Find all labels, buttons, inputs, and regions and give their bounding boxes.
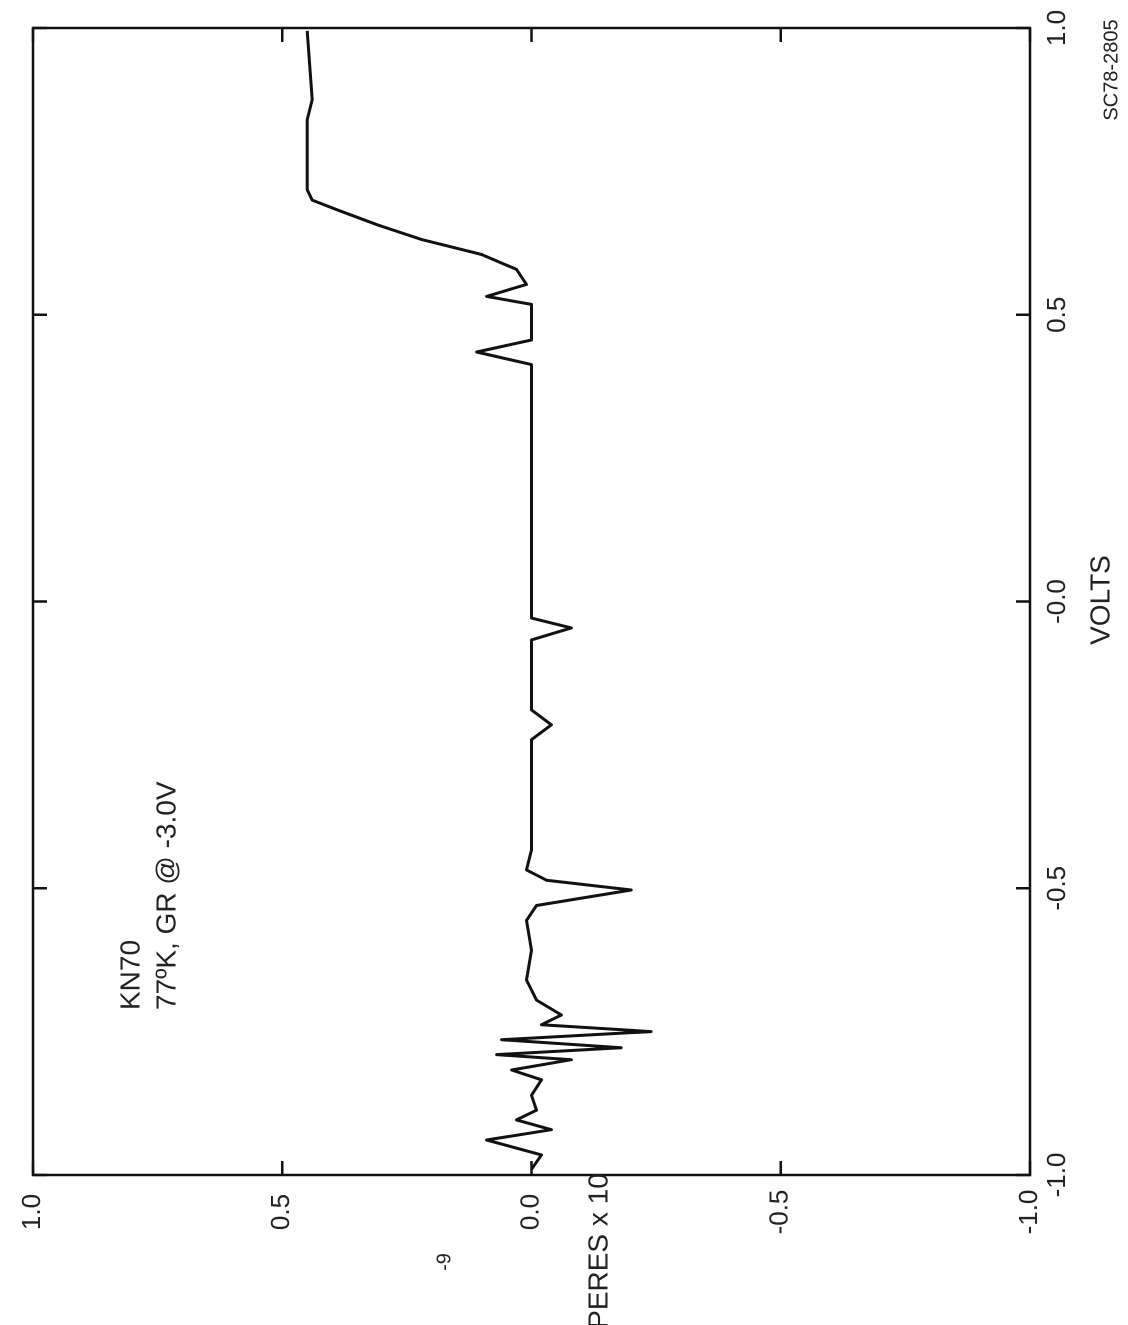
x-tick-label: 1.0 [1041, 10, 1071, 46]
x-tick-label: -0.5 [1041, 866, 1071, 911]
annotation: 77ºK, GR @ -3.0V [150, 781, 181, 1010]
x-axis-label: VOLTS [1084, 555, 1115, 645]
x-tick-label: -0.0 [1041, 579, 1071, 624]
y-tick-label: -0.5 [764, 1190, 794, 1235]
y-tick-label: 1.0 [16, 1194, 46, 1230]
y-tick-label: -1.0 [1013, 1190, 1043, 1235]
y-axis-exponent: -9 [433, 1253, 455, 1271]
x-tick-label: -1.0 [1041, 1153, 1071, 1198]
x-tick-label: 0.5 [1041, 297, 1071, 333]
y-tick-label: 0.5 [265, 1194, 295, 1230]
data-line [305, 30, 653, 1171]
y-axis-label: AMPERES x 10 [582, 1173, 613, 1325]
annotation: KN70 [114, 940, 145, 1010]
figure-code: SC78-2805 [1100, 19, 1122, 120]
y-tick-label: 0.0 [514, 1194, 544, 1230]
